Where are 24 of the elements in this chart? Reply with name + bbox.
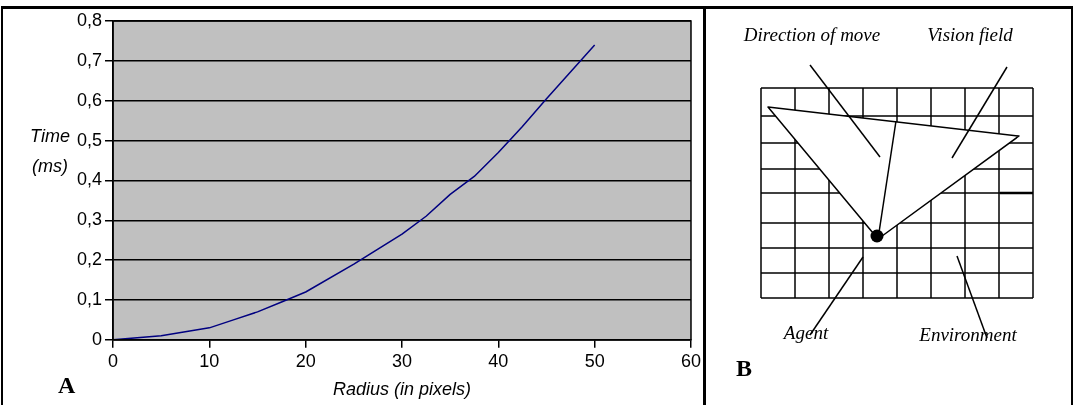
- x-tick-label: 50: [584, 350, 605, 371]
- x-tick-label: 40: [488, 350, 509, 371]
- y-tick-label: 0,2: [76, 249, 103, 270]
- y-tick-label: 0,1: [76, 288, 103, 309]
- x-axis-title: Radius (in pixels): [332, 379, 472, 400]
- x-tick-label: 0: [108, 350, 119, 371]
- x-tick-label: 10: [199, 350, 220, 371]
- x-tick-label: 60: [680, 350, 701, 371]
- y-tick-label: 0,3: [76, 209, 103, 230]
- y-tick-label: 0: [92, 328, 103, 349]
- y-axis-title: Time (ms): [30, 126, 70, 176]
- text: B: [735, 355, 753, 381]
- y-tick-label: 0,5: [76, 129, 103, 150]
- text: Agent: [783, 322, 829, 343]
- text: Vision field: [927, 24, 1013, 45]
- text: Environment: [919, 324, 1017, 345]
- y-tick-label: 0,7: [76, 49, 103, 70]
- x-tick-label: 30: [391, 350, 413, 371]
- text: A: [58, 372, 76, 398]
- x-tick-label: 20: [295, 350, 316, 371]
- y-tick-label: 0,4: [76, 169, 103, 190]
- y-tick-label: 0,8: [76, 9, 103, 30]
- y-tick-label: 0,6: [76, 89, 103, 110]
- text: Direction of move: [743, 24, 881, 45]
